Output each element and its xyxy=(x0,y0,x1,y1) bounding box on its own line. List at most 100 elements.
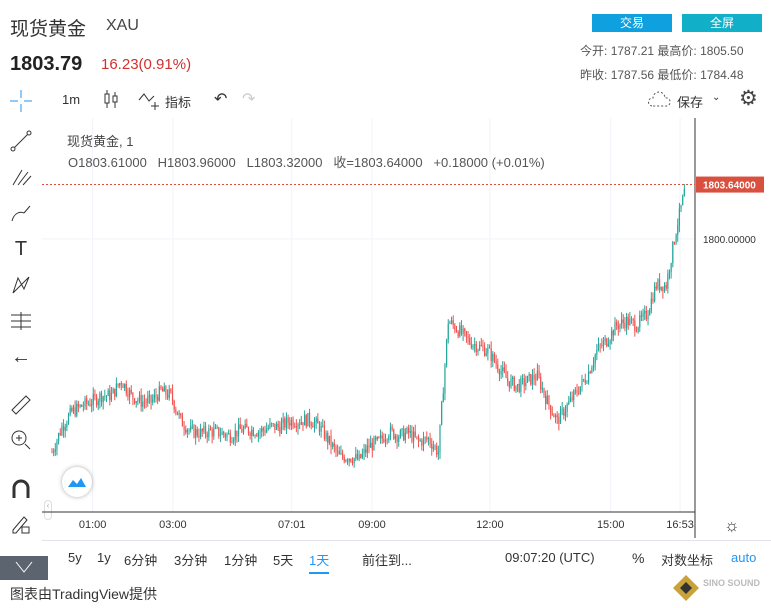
candle-body xyxy=(229,433,231,443)
save-chevron-down-icon[interactable]: ⌄ xyxy=(712,92,721,103)
candle-body xyxy=(436,446,438,455)
text-tool-icon[interactable]: T xyxy=(14,237,28,260)
measure-icon[interactable] xyxy=(0,306,42,336)
candle-body xyxy=(130,389,132,393)
range-3min[interactable]: 3分钟 xyxy=(174,553,208,568)
indicators-icon[interactable] xyxy=(138,90,162,110)
brush-icon[interactable] xyxy=(0,198,42,228)
candle-body xyxy=(566,404,568,412)
fullscreen-button[interactable]: 全屏 xyxy=(682,14,762,32)
candle-body xyxy=(375,437,377,440)
trend-line-icon[interactable] xyxy=(0,126,42,156)
candle-body xyxy=(561,408,563,410)
range-5y[interactable]: 5y xyxy=(68,550,82,565)
candle-body xyxy=(469,337,471,344)
legend-close: 收=1803.64000 xyxy=(333,155,423,170)
range-1min[interactable]: 1分钟 xyxy=(224,553,258,568)
pitchfork-icon[interactable] xyxy=(0,162,42,192)
candle-body xyxy=(209,428,212,430)
lock-drawings-icon[interactable] xyxy=(0,509,42,539)
candle-body xyxy=(507,378,509,382)
indicators-button[interactable]: 指标 xyxy=(165,95,192,110)
candle-body xyxy=(442,393,444,403)
candle-body xyxy=(74,407,76,416)
candle-body xyxy=(379,435,382,438)
candle-body xyxy=(122,384,124,389)
candle-body xyxy=(231,441,233,443)
sino-sound-text: SINO SOUND xyxy=(703,578,761,588)
range-6min[interactable]: 6分钟 xyxy=(124,553,158,568)
candle-body xyxy=(150,394,152,403)
gear-icon[interactable]: ⚙ xyxy=(739,87,758,110)
candle-body xyxy=(408,427,410,433)
goto-date-button[interactable]: 前往到... xyxy=(362,553,412,568)
candle-body xyxy=(568,401,570,405)
legend-title[interactable]: 现货黄金, 1 xyxy=(67,134,134,149)
candle-body xyxy=(119,383,121,386)
collapse-toolbar-handle[interactable]: ‹ xyxy=(44,500,52,520)
time-tick-label: 16:53 xyxy=(666,519,694,531)
clock-timezone[interactable]: 09:07:20 (UTC) xyxy=(505,550,595,565)
candle-body xyxy=(124,383,126,389)
candle-body xyxy=(673,242,676,244)
ruler-icon[interactable] xyxy=(0,390,42,420)
candle-body xyxy=(682,195,684,205)
candle-body xyxy=(647,315,649,320)
range-5d[interactable]: 5天 xyxy=(273,553,294,568)
candle-body xyxy=(635,331,638,332)
candle-body xyxy=(654,286,656,302)
log-scale-toggle[interactable]: 对数坐标 xyxy=(661,553,714,568)
candle-body xyxy=(464,328,466,332)
candle-body xyxy=(246,423,248,428)
candle-body xyxy=(578,392,580,394)
candle-body xyxy=(94,394,96,397)
candle-body xyxy=(91,404,93,406)
candle-body xyxy=(543,388,545,395)
interval-button[interactable]: 1m xyxy=(62,92,81,107)
redo-icon[interactable]: ↷ xyxy=(242,91,256,108)
candle-body xyxy=(186,430,188,433)
candle-body xyxy=(427,437,430,440)
tradingview-credit[interactable]: 图表由TradingView提供 xyxy=(10,586,158,602)
time-tick-label: 09:00 xyxy=(358,519,386,531)
range-1y[interactable]: 1y xyxy=(97,550,111,565)
hide-drawings-button[interactable] xyxy=(0,556,48,580)
tradingview-logo-icon[interactable] xyxy=(62,467,92,497)
save-button[interactable]: 保存 xyxy=(677,95,704,110)
candle-body xyxy=(429,437,431,444)
auto-scale-toggle[interactable]: auto xyxy=(731,550,757,565)
zoom-in-icon[interactable] xyxy=(0,425,42,455)
candle-body xyxy=(343,457,345,462)
candle-body xyxy=(381,435,383,439)
axis-settings-icon[interactable]: ☼ xyxy=(724,516,740,535)
time-tick-label: 03:00 xyxy=(159,519,187,531)
undo-icon[interactable]: ↶ xyxy=(214,91,228,108)
price-chart[interactable]: 1800.00000 1803.64000 01:00 03:00 07:01 09:00… xyxy=(42,118,771,538)
candle-body xyxy=(338,450,340,455)
candle-body xyxy=(76,403,78,416)
candle-body xyxy=(658,279,661,290)
crosshair-icon[interactable] xyxy=(0,86,42,116)
candle-body xyxy=(290,419,293,426)
candle-body xyxy=(323,425,326,439)
candle-body xyxy=(434,446,436,447)
candle-body xyxy=(564,411,567,416)
back-arrow-icon[interactable]: ← xyxy=(11,345,31,368)
candle-body xyxy=(237,424,240,437)
magnet-icon[interactable] xyxy=(0,474,42,504)
candle-body xyxy=(128,389,131,398)
trade-button[interactable]: 交易 xyxy=(592,14,672,32)
candle-body xyxy=(373,437,375,451)
candle-body xyxy=(203,426,205,432)
candle-body xyxy=(488,347,491,349)
candle-body xyxy=(145,402,147,403)
cloud-icon[interactable] xyxy=(648,91,672,107)
pattern-icon[interactable] xyxy=(0,270,42,300)
percent-toggle[interactable]: % xyxy=(632,550,645,566)
candle-body xyxy=(470,343,472,348)
candle-type-icon[interactable] xyxy=(103,89,119,109)
candle-body xyxy=(218,427,220,437)
high-value: 1805.50 xyxy=(700,44,744,58)
candle-body xyxy=(312,425,314,428)
range-1d[interactable]: 1天 xyxy=(309,550,330,574)
